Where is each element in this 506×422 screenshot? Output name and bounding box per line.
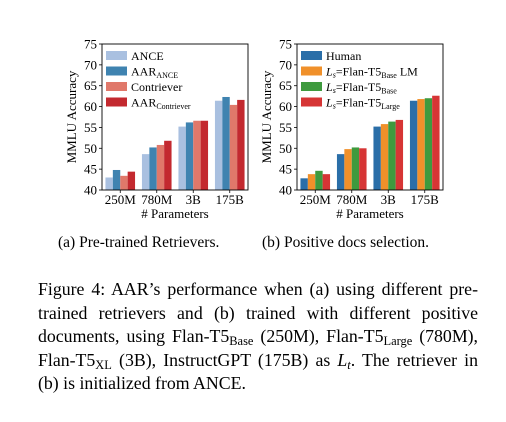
- subcaption-a: (a) Pre-trained Retrievers.: [58, 234, 219, 252]
- subcaption-b-text: Positive docs selection.: [283, 234, 430, 251]
- x-tick-label: 3B: [186, 192, 202, 207]
- x-tick-label: 250M: [300, 192, 332, 207]
- caption-text-1: Figure 4: AAR’s performance when (a) usi…: [38, 279, 478, 346]
- legend-swatch: [301, 66, 322, 76]
- bar: [237, 99, 245, 190]
- y-tick-label: 40: [84, 183, 97, 198]
- x-axis-label: # Parameters: [336, 206, 404, 221]
- y-axis-label: MMLU Accuracy: [64, 70, 79, 163]
- bar: [200, 120, 209, 190]
- y-tick-label: 70: [84, 57, 97, 72]
- legend-label: Ls=Flan-T5Base LM: [325, 65, 418, 81]
- bar: [424, 98, 433, 190]
- x-tick-label: 175B: [216, 192, 245, 207]
- y-tick-label: 65: [279, 78, 292, 93]
- bar: [322, 174, 331, 190]
- bar: [417, 99, 425, 190]
- legend-label: Human: [326, 49, 361, 63]
- x-tick-label: 175B: [411, 192, 440, 207]
- bar: [178, 126, 186, 190]
- y-tick-label: 75: [84, 37, 97, 52]
- bar: [164, 140, 172, 190]
- x-axis-label: # Parameters: [141, 206, 209, 221]
- caption-sub-3: XL: [95, 357, 112, 372]
- legend-label: Contriever: [131, 80, 182, 94]
- bar: [380, 124, 389, 190]
- legend-label: Ls=Flan-T5Base: [325, 80, 397, 96]
- bar: [373, 126, 381, 190]
- legend-label: ANCE: [131, 49, 164, 63]
- bar: [127, 171, 136, 190]
- legend-swatch: [106, 97, 127, 107]
- bar: [315, 170, 323, 190]
- subcaption-a-text: Pre-trained Retrievers.: [79, 234, 220, 251]
- y-tick-label: 50: [84, 141, 97, 156]
- figure-caption: Figure 4: AAR’s performance when (a) usi…: [38, 278, 478, 396]
- bar: [344, 149, 352, 190]
- bar: [214, 100, 223, 190]
- bar: [222, 96, 230, 190]
- caption-math-l: L: [337, 349, 348, 370]
- y-axis-label: MMLU Accuracy: [259, 70, 274, 163]
- y-tick-label: 45: [84, 162, 97, 177]
- x-tick-label: 780M: [141, 192, 173, 207]
- bar: [112, 169, 121, 190]
- y-tick-label: 60: [84, 99, 97, 114]
- legend-swatch: [301, 82, 322, 91]
- bar: [105, 177, 113, 190]
- bar: [359, 148, 367, 190]
- caption-sub-2: Large: [383, 334, 413, 348]
- caption-text-4: (3B), InstructGPT (175B) as: [111, 349, 338, 370]
- x-tick-label: 3B: [381, 192, 397, 207]
- legend-label: AARANCE: [131, 65, 178, 81]
- bar: [307, 174, 316, 190]
- axes-frame: [296, 43, 444, 191]
- legend-swatch: [106, 82, 127, 91]
- bar: [395, 119, 404, 190]
- charts-svg: 250M 780M 3B 175B 40 45 50 55 60 65 70 75 MMLU Accur…: [64, 37, 444, 221]
- bar: [156, 144, 165, 190]
- caption-sub-4: t: [347, 357, 351, 372]
- caption-text-3: (780M), Flan-T5: [38, 326, 478, 370]
- subcaption-b-prefix: (b): [262, 234, 281, 251]
- legend-swatch: [301, 51, 322, 60]
- bar: [351, 147, 360, 190]
- bar: [432, 95, 440, 190]
- subcaption-b: (b) Positive docs selection.: [262, 234, 429, 252]
- bar: [388, 121, 396, 190]
- y-tick-label: 50: [279, 141, 292, 156]
- legend-swatch: [106, 66, 127, 76]
- y-tick-label: 70: [279, 57, 292, 72]
- bar: [409, 100, 418, 190]
- bar: [149, 147, 157, 190]
- legend-label: AARContriever: [131, 96, 191, 112]
- bar: [120, 175, 128, 190]
- x-tick-label: 780M: [336, 192, 368, 207]
- subcaption-a-prefix: (a): [58, 234, 76, 251]
- caption-sub-1: Base: [229, 334, 254, 348]
- axes-frame: [101, 43, 249, 191]
- chart-panel-b: 250M 780M 3B 175B 40 45 50 55 60 65 70 75 MMLU Accur…: [259, 37, 444, 221]
- y-tick-label: 65: [84, 78, 97, 93]
- y-tick-label: 45: [279, 162, 292, 177]
- bar: [229, 104, 238, 190]
- chart-panel-a: 250M 780M 3B 175B 40 45 50 55 60 65 70 75 MMLU Accur…: [64, 37, 249, 221]
- y-tick-label: 60: [279, 99, 292, 114]
- bar: [185, 122, 194, 190]
- caption-text-2: (250M), Flan-T5: [253, 326, 384, 346]
- bar: [300, 178, 308, 190]
- y-tick-label: 55: [84, 120, 97, 135]
- bar: [141, 154, 150, 190]
- bar: [336, 154, 345, 190]
- legend-swatch: [301, 97, 322, 107]
- y-tick-label: 40: [279, 183, 292, 198]
- bar: [193, 120, 201, 190]
- y-tick-label: 75: [279, 37, 292, 52]
- y-tick-label: 55: [279, 120, 292, 135]
- caption-text-5: . The retriever in (b) is initialized fr…: [38, 349, 478, 394]
- legend-label: Ls=Flan-T5Large: [325, 96, 400, 112]
- legend-swatch: [106, 51, 127, 60]
- x-tick-label: 250M: [105, 192, 137, 207]
